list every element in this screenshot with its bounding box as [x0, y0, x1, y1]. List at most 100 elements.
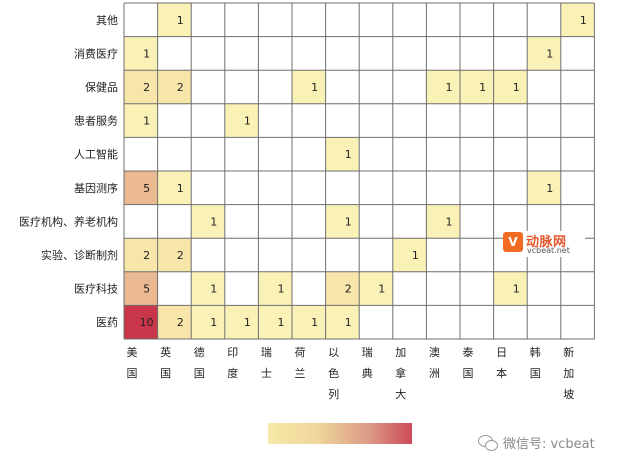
row-label: 实验、诊断制剂 — [41, 248, 118, 262]
heat-cell — [493, 271, 528, 306]
column-label: 色 — [328, 366, 339, 380]
cell-value: 1 — [311, 81, 318, 94]
cell-value: 2 — [177, 316, 184, 329]
column-label: 印 — [227, 346, 238, 359]
column-label: 新 — [563, 345, 574, 359]
cell-value: 1 — [143, 47, 150, 60]
column-label: 国 — [194, 367, 205, 380]
cell-value: 1 — [546, 47, 553, 60]
column-label: 日 — [496, 346, 507, 359]
column-label: 泰 — [463, 345, 474, 359]
cell-value: 5 — [143, 182, 150, 195]
column-label: 洲 — [429, 367, 440, 380]
heat-cell — [224, 305, 259, 339]
heat-cell — [157, 70, 192, 104]
wechat-id: 微信号: vcbeat — [503, 436, 595, 452]
heat-cell — [191, 305, 225, 339]
heat-cell — [325, 305, 360, 339]
column-label: 拿 — [395, 366, 406, 380]
column-label: 国 — [530, 367, 541, 380]
column-label: 兰 — [295, 367, 306, 380]
heat-cell — [124, 36, 158, 71]
heat-cell — [124, 171, 158, 205]
column-label: 大 — [395, 387, 406, 401]
cell-value: 1 — [580, 14, 587, 27]
cell-value: 1 — [210, 316, 217, 329]
vcbeat-logo-name: 动脉网 — [526, 235, 567, 250]
heat-cell — [560, 3, 595, 37]
heat-cell — [258, 305, 292, 339]
cell-value: 1 — [378, 283, 385, 296]
cell-value: 1 — [345, 316, 352, 329]
heat-cell — [224, 103, 259, 138]
row-label: 其他 — [96, 14, 118, 27]
column-label: 度 — [227, 366, 238, 380]
cell-value: 1 — [446, 215, 453, 228]
column-label: 荷 — [295, 346, 306, 359]
cell-value: 1 — [210, 215, 217, 228]
column-label: 瑞 — [261, 345, 272, 359]
heat-cell — [426, 70, 460, 104]
cell-value: 2 — [177, 81, 184, 94]
cell-value: 1 — [278, 316, 285, 329]
column-label: 国 — [127, 367, 138, 380]
row-label: 基因测序 — [74, 181, 118, 195]
column-label: 德 — [194, 345, 205, 359]
column-label: 澳 — [429, 346, 440, 359]
column-label: 以 — [328, 346, 339, 359]
column-label: 国 — [160, 367, 171, 380]
heat-cell — [292, 305, 326, 339]
heat-cell — [527, 171, 561, 205]
cell-value: 1 — [513, 283, 520, 296]
heat-cell — [124, 103, 158, 138]
heat-cell — [124, 238, 158, 272]
cell-value: 1 — [278, 283, 285, 296]
row-label: 患者服务 — [74, 115, 118, 128]
heat-cell — [124, 305, 158, 339]
cell-value: 5 — [143, 283, 150, 296]
heat-cell — [460, 70, 494, 104]
cell-value: 1 — [479, 81, 486, 94]
heat-cell — [191, 204, 225, 239]
column-label: 韩 — [530, 345, 541, 359]
cell-value: 2 — [143, 249, 150, 262]
cell-value: 1 — [244, 115, 251, 128]
cell-value: 2 — [177, 249, 184, 262]
row-label: 医疗机构、养老机构 — [19, 214, 118, 228]
row-label: 医药 — [96, 316, 118, 329]
column-label: 本 — [496, 366, 507, 380]
vcbeat-logo-url: vcbeat.net — [527, 246, 570, 255]
heat-cell — [527, 36, 561, 71]
column-label: 国 — [463, 367, 474, 380]
cell-value: 1 — [210, 283, 217, 296]
heat-cell — [258, 271, 292, 306]
heat-cell — [191, 271, 225, 306]
column-label: 加 — [563, 367, 574, 380]
heat-cell — [392, 238, 427, 272]
heat-cell — [157, 3, 192, 37]
wechat-icon — [478, 434, 498, 451]
column-label: 士 — [261, 367, 272, 380]
heat-cell — [157, 305, 192, 339]
cell-value: 1 — [412, 249, 419, 262]
heat-cell — [124, 70, 158, 104]
row-label: 保健品 — [85, 80, 118, 94]
row-label: 医疗科技 — [74, 282, 118, 296]
cell-value: 1 — [446, 81, 453, 94]
column-label: 美 — [127, 346, 138, 359]
column-label: 列 — [328, 387, 339, 401]
heat-cell — [359, 271, 393, 306]
vcbeat-logo: V 动脉网 vcbeat.net — [503, 231, 585, 257]
cell-value: 2 — [143, 81, 150, 94]
cell-value: 1 — [345, 215, 352, 228]
cell-value: 1 — [546, 182, 553, 195]
heat-cell — [157, 171, 192, 205]
cell-value: 1 — [345, 148, 352, 161]
heat-cell — [292, 70, 326, 104]
cell-value: 1 — [143, 115, 150, 128]
heat-cell — [325, 137, 360, 171]
cell-value: 1 — [244, 316, 251, 329]
cell-value: 10 — [140, 316, 154, 329]
cell-value: 1 — [177, 14, 184, 27]
